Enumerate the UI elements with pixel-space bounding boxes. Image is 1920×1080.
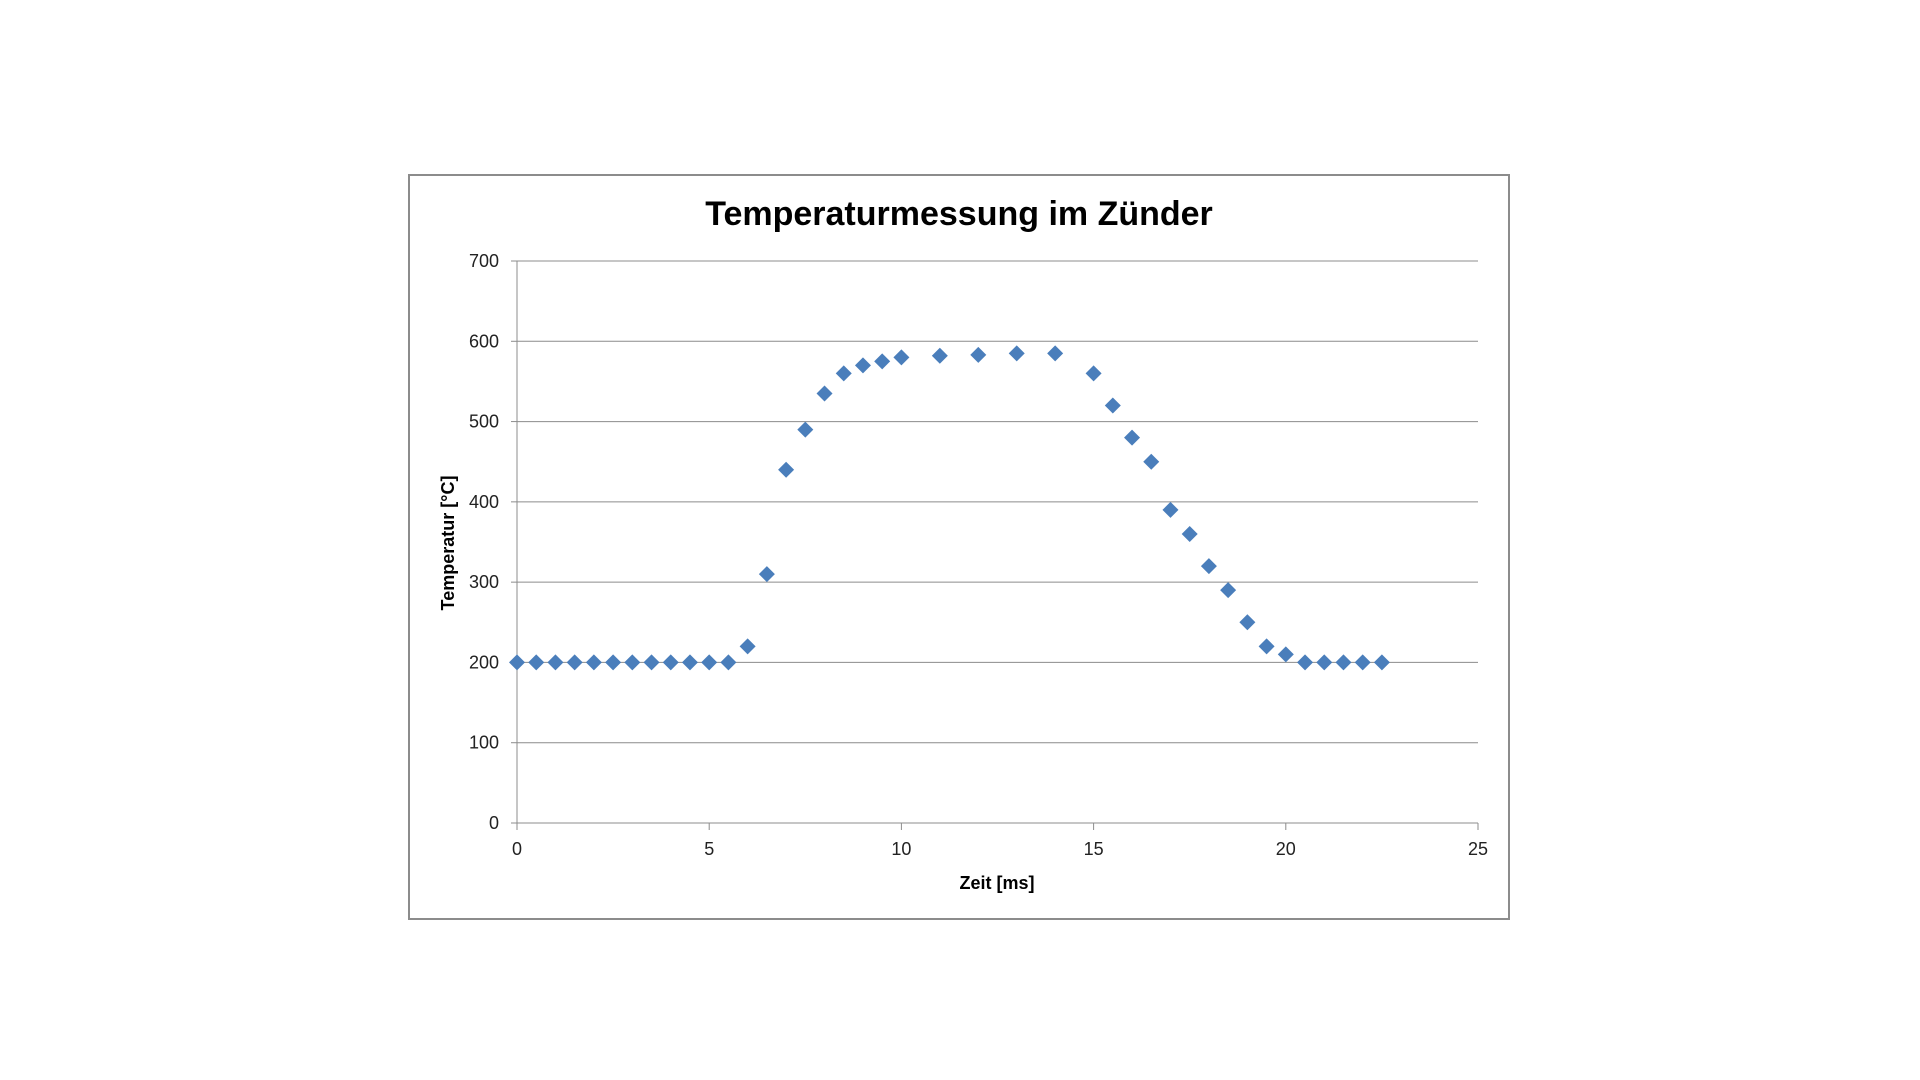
data-point (970, 346, 987, 363)
x-tick-label: 5 (704, 839, 714, 859)
data-point (509, 654, 525, 671)
y-tick-label: 600 (469, 331, 499, 351)
data-point (1354, 654, 1371, 671)
data-point (1162, 501, 1179, 518)
data-point (1258, 638, 1275, 655)
y-tick-label: 500 (469, 412, 499, 432)
data-point (835, 365, 852, 382)
data-point (662, 654, 679, 671)
data-point (874, 353, 891, 370)
chart-frame (408, 174, 1510, 920)
data-point (1008, 345, 1025, 362)
data-point (1335, 654, 1352, 671)
data-point (816, 385, 833, 402)
data-point (1104, 397, 1121, 414)
data-point (720, 654, 737, 671)
data-point (681, 654, 698, 671)
data-point (854, 357, 871, 374)
y-axis-label: Temperatur [°C] (438, 476, 458, 611)
data-point (797, 421, 814, 438)
y-tick-label: 100 (469, 733, 499, 753)
data-point (624, 654, 641, 671)
data-point (758, 566, 775, 583)
data-point (739, 638, 756, 655)
y-tick-label: 700 (469, 251, 499, 271)
data-point (643, 654, 660, 671)
data-point (585, 654, 602, 671)
data-point (1373, 654, 1390, 671)
data-point (528, 654, 545, 671)
y-tick-label: 0 (489, 813, 499, 833)
data-point (931, 347, 948, 364)
x-tick-label: 0 (512, 839, 522, 859)
chart-title: Temperaturmessung im Zünder (705, 195, 1213, 233)
data-point (605, 654, 622, 671)
data-point (1277, 646, 1294, 663)
data-point (1143, 453, 1160, 470)
x-tick-label: 20 (1276, 839, 1296, 859)
data-point (1047, 345, 1064, 362)
data-point (566, 654, 583, 671)
x-tick-label: 25 (1468, 839, 1488, 859)
x-tick-label: 15 (1084, 839, 1104, 859)
x-axis-label: Zeit [ms] (959, 873, 1034, 893)
data-point (778, 461, 795, 478)
data-point (701, 654, 718, 671)
data-point (1085, 365, 1102, 382)
data-point (1124, 429, 1141, 446)
data-point (1297, 654, 1314, 671)
data-point (1200, 558, 1217, 575)
y-tick-label: 200 (469, 652, 499, 672)
data-point (1316, 654, 1333, 671)
data-point (547, 654, 564, 671)
data-point (1239, 614, 1256, 631)
x-tick-label: 10 (891, 839, 911, 859)
data-point (893, 349, 910, 366)
data-point (1220, 582, 1237, 599)
y-tick-label: 400 (469, 492, 499, 512)
data-point (1181, 525, 1198, 542)
y-tick-label: 300 (469, 572, 499, 592)
